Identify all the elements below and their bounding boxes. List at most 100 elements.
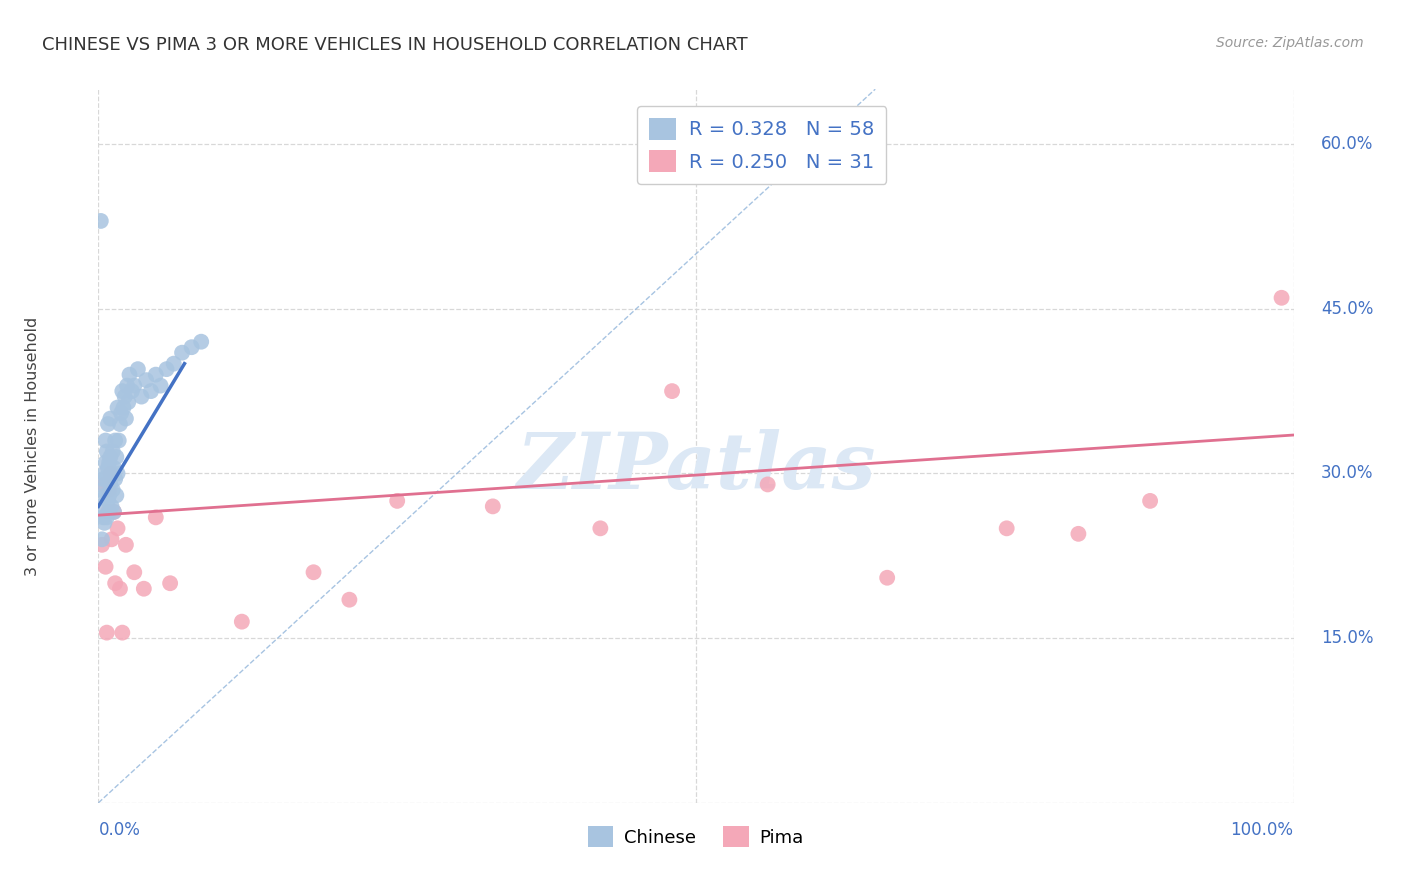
Point	[97, 505, 120, 519]
Point	[108, 417, 131, 431]
Text: 0.0%: 0.0%	[98, 821, 141, 838]
Point	[107, 521, 129, 535]
Point	[94, 559, 117, 574]
Point	[995, 521, 1018, 535]
Point	[104, 576, 127, 591]
Point	[96, 444, 118, 458]
Point	[101, 444, 124, 458]
Text: 30.0%: 30.0%	[1322, 465, 1374, 483]
Point	[114, 390, 136, 404]
Text: 3 or more Vehicles in Household: 3 or more Vehicles in Household	[25, 317, 41, 575]
Point	[110, 406, 132, 420]
Point	[385, 494, 409, 508]
Point	[302, 566, 325, 580]
Point	[127, 362, 149, 376]
Point	[107, 434, 129, 448]
Legend: R = 0.328   N = 58, R = 0.250   N = 31: R = 0.328 N = 58, R = 0.250 N = 31	[637, 106, 886, 184]
Point	[100, 500, 122, 514]
Text: 100.0%: 100.0%	[1230, 821, 1294, 838]
Point	[124, 566, 146, 580]
Point	[131, 390, 153, 404]
Point	[93, 467, 115, 481]
Point	[96, 625, 118, 640]
Point	[1139, 494, 1161, 508]
Point	[104, 472, 127, 486]
Text: Source: ZipAtlas.com: Source: ZipAtlas.com	[1216, 36, 1364, 50]
Point	[180, 340, 202, 354]
Point	[155, 362, 177, 376]
Point	[91, 538, 114, 552]
Point	[94, 488, 117, 502]
Point	[481, 500, 505, 514]
Point	[96, 510, 118, 524]
Point	[145, 368, 167, 382]
Point	[163, 357, 186, 371]
Point	[91, 472, 114, 486]
Point	[98, 483, 121, 497]
Point	[190, 334, 212, 349]
Point	[103, 505, 125, 519]
Point	[103, 505, 125, 519]
Point	[124, 378, 146, 392]
Point	[876, 571, 898, 585]
Point	[107, 401, 129, 415]
Point	[112, 401, 135, 415]
Point	[91, 533, 114, 547]
Point	[93, 477, 115, 491]
Text: CHINESE VS PIMA 3 OR MORE VEHICLES IN HOUSEHOLD CORRELATION CHART: CHINESE VS PIMA 3 OR MORE VEHICLES IN HO…	[42, 36, 748, 54]
Text: 15.0%: 15.0%	[1322, 629, 1374, 647]
Point	[98, 488, 121, 502]
Point	[231, 615, 253, 629]
Point	[94, 455, 117, 469]
Point	[115, 538, 138, 552]
Point	[91, 483, 114, 497]
Point	[139, 384, 162, 398]
Point	[1067, 526, 1090, 541]
Point	[105, 488, 128, 502]
Text: 45.0%: 45.0%	[1322, 300, 1374, 318]
Point	[94, 434, 117, 448]
Point	[117, 395, 139, 409]
Point	[98, 450, 122, 464]
Point	[149, 378, 172, 392]
Point	[172, 345, 194, 359]
Point	[756, 477, 779, 491]
Point	[589, 521, 612, 535]
Point	[115, 411, 138, 425]
Point	[90, 214, 112, 228]
Point	[661, 384, 683, 398]
Point	[111, 625, 134, 640]
Point	[97, 494, 120, 508]
Point	[121, 384, 143, 398]
Point	[97, 461, 120, 475]
Text: 60.0%: 60.0%	[1322, 135, 1374, 153]
Point	[339, 592, 361, 607]
Point	[98, 467, 122, 481]
Point	[135, 373, 157, 387]
Point	[93, 516, 115, 530]
Point	[103, 461, 125, 475]
Point	[132, 582, 155, 596]
Point	[96, 472, 118, 486]
Text: ZIPatlas: ZIPatlas	[516, 429, 876, 506]
Point	[97, 417, 120, 431]
Point	[159, 576, 181, 591]
Point	[105, 450, 128, 464]
Point	[1271, 291, 1294, 305]
Point	[145, 510, 167, 524]
Point	[101, 483, 124, 497]
Point	[98, 505, 121, 519]
Point	[111, 384, 134, 398]
Point	[98, 477, 122, 491]
Point	[90, 500, 112, 514]
Point	[104, 434, 127, 448]
Point	[98, 455, 121, 469]
Point	[100, 533, 122, 547]
Point	[107, 467, 129, 481]
Point	[108, 582, 131, 596]
Point	[115, 378, 138, 392]
Point	[91, 510, 114, 524]
Point	[118, 368, 141, 382]
Point	[100, 467, 122, 481]
Point	[98, 411, 122, 425]
